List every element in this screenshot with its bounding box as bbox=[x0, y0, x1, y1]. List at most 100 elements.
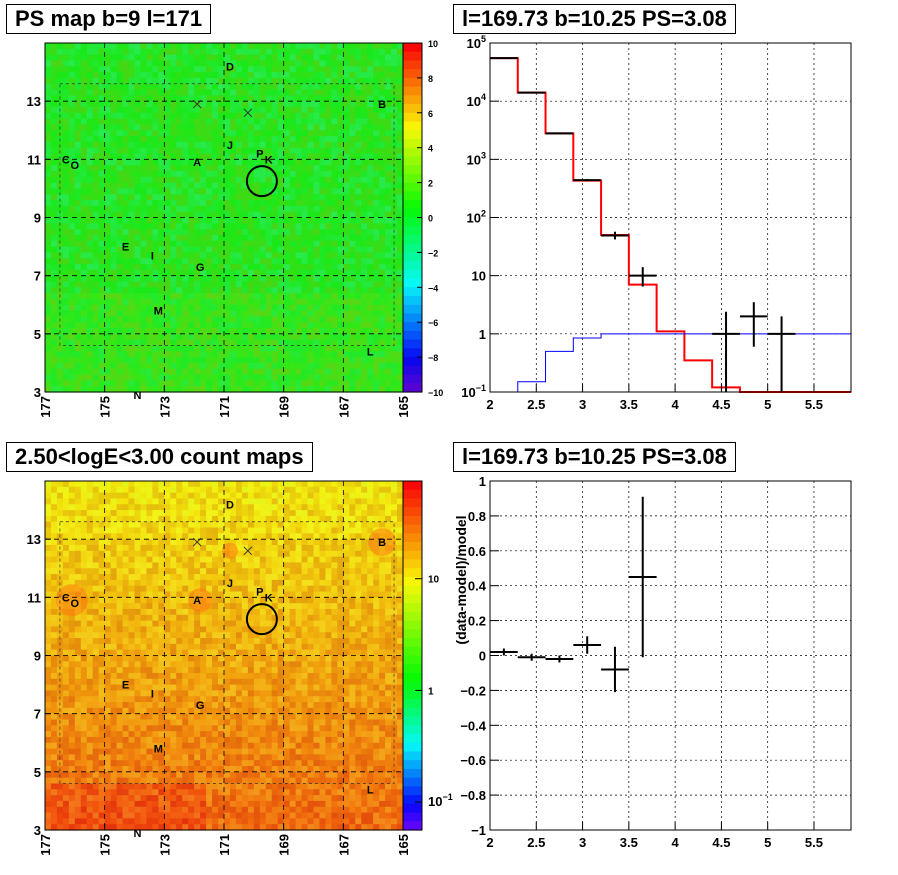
ps-map-pixel bbox=[265, 293, 273, 300]
ps-map-pixel bbox=[337, 362, 344, 370]
count-map-pixel bbox=[74, 818, 82, 825]
ps-map-pixel bbox=[188, 118, 195, 126]
ps-map-pixel bbox=[206, 386, 213, 393]
ps-map-pixel bbox=[397, 310, 404, 317]
ps-map-pixel bbox=[271, 229, 279, 236]
count-map-pixel bbox=[134, 771, 142, 779]
ps-map-pixel bbox=[110, 240, 118, 248]
ps-map-pixel bbox=[343, 77, 350, 85]
ps-map-pixel bbox=[146, 345, 153, 352]
ps-map-pixel bbox=[343, 240, 350, 248]
count-map-pixel bbox=[86, 521, 94, 529]
ps-map-pixel bbox=[301, 345, 309, 352]
ps-map-pixel bbox=[194, 234, 201, 242]
count-map-pixel bbox=[104, 661, 112, 668]
ps-map-pixel bbox=[116, 124, 124, 131]
ps-map-pixel bbox=[397, 339, 404, 347]
ps-map-pixel bbox=[92, 234, 100, 242]
ps-map-pixel bbox=[164, 333, 171, 341]
ps-map-pixel bbox=[80, 66, 88, 73]
count-map-pixel bbox=[86, 661, 94, 668]
count-map-pixel bbox=[92, 789, 100, 796]
ps-map-pixel bbox=[385, 182, 392, 190]
count-map-pixel bbox=[74, 550, 82, 558]
count-map-pixel bbox=[62, 486, 70, 494]
ps-map-pixel bbox=[331, 264, 338, 271]
ps-map-pixel bbox=[379, 316, 386, 323]
ps-map-pixel bbox=[259, 136, 267, 143]
ps-map-pixel bbox=[259, 66, 267, 73]
ps-map-pixel bbox=[259, 153, 267, 160]
ps-map-pixel bbox=[253, 89, 261, 96]
ps-map-pixel bbox=[319, 118, 327, 126]
ps-map-pixel bbox=[68, 54, 76, 62]
ps-map-pixel bbox=[325, 322, 332, 329]
ps-map-pixel bbox=[206, 136, 213, 143]
ps-map-pixel bbox=[224, 54, 231, 62]
count-map-pixel bbox=[122, 684, 130, 691]
ps-map-pixel bbox=[188, 258, 195, 265]
ps-map-pixel bbox=[313, 118, 321, 126]
ps-map-pixel bbox=[283, 275, 291, 283]
ps-map-pixel bbox=[343, 170, 350, 178]
ps-map-pixel bbox=[170, 95, 177, 102]
ps-map-pixel bbox=[122, 339, 130, 347]
count-map-pixel bbox=[74, 521, 82, 529]
ps-map-pixel bbox=[373, 298, 380, 306]
ps-map-pixel bbox=[325, 188, 332, 195]
ps-map-pixel bbox=[116, 287, 124, 294]
ps-map-pixel bbox=[218, 66, 225, 73]
count-map-pixel bbox=[128, 771, 136, 779]
ps-map-pixel bbox=[146, 351, 153, 358]
count-map-pixel bbox=[45, 707, 52, 715]
ps-map-pixel bbox=[295, 374, 303, 381]
count-map-pixel bbox=[164, 678, 171, 686]
ps-map-pixel bbox=[74, 60, 82, 67]
ps-map-pixel bbox=[86, 264, 94, 271]
count-map-pixel bbox=[134, 562, 142, 569]
count-map-pixel bbox=[104, 824, 112, 831]
ps-map-pixel bbox=[259, 77, 267, 85]
ps-map-pixel bbox=[146, 240, 153, 248]
ps-map-pixel bbox=[74, 95, 82, 102]
ps-map-pixel bbox=[158, 60, 165, 67]
ps-map-pixel bbox=[158, 368, 165, 376]
ps-map-pixel bbox=[104, 287, 112, 294]
ps-map-pixel bbox=[289, 48, 297, 56]
ps-map-pixel bbox=[170, 368, 177, 376]
count-map-pixel bbox=[164, 707, 171, 715]
count-map-pixel bbox=[92, 719, 100, 726]
ps-map-pixel bbox=[98, 101, 106, 108]
ps-map-pixel bbox=[337, 182, 344, 190]
ps-map-pixel bbox=[164, 101, 171, 108]
ps-map-pixel bbox=[349, 357, 356, 364]
count-map-pixel bbox=[146, 626, 153, 633]
ps-map-pixel bbox=[289, 333, 297, 341]
ps-map-pixel bbox=[229, 89, 237, 96]
ps-map-pixel bbox=[104, 345, 112, 352]
ps-map-pixel bbox=[200, 153, 207, 160]
ps-map-pixel bbox=[301, 357, 309, 364]
ps-map-pixel bbox=[170, 124, 177, 131]
ps-map-pixel bbox=[301, 362, 309, 370]
count-map-pixel bbox=[62, 812, 70, 819]
ps-map-pixel bbox=[158, 141, 165, 149]
ps-map-pixel bbox=[45, 252, 52, 259]
ps-map-pixel bbox=[343, 153, 350, 160]
ps-map-pixel bbox=[92, 217, 100, 224]
count-map-pixel bbox=[122, 800, 130, 808]
count-map-pixel bbox=[164, 795, 171, 802]
ps-map-pixel bbox=[152, 234, 159, 242]
ps-map-pixel bbox=[373, 310, 380, 317]
ps-map-pixel bbox=[122, 147, 130, 155]
count-map-pixel bbox=[98, 591, 106, 598]
ps-map-pixel bbox=[379, 345, 386, 352]
count-map-pixel bbox=[164, 579, 171, 587]
ps-map-pixel bbox=[200, 136, 207, 143]
ps-map-pixel bbox=[337, 54, 344, 62]
ps-map-pixel bbox=[289, 304, 297, 312]
count-map-pixel bbox=[146, 515, 153, 523]
ps-map-pixel bbox=[253, 124, 261, 131]
ps-map-pixel bbox=[391, 339, 398, 347]
ps-map-pixel bbox=[319, 316, 327, 323]
